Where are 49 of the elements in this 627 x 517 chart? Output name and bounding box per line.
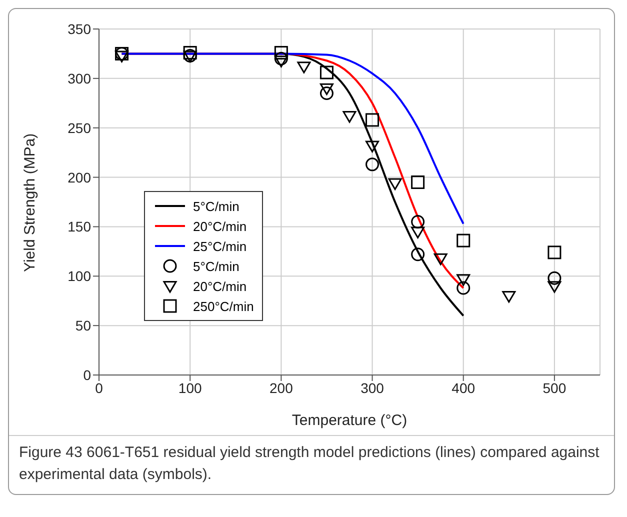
point <box>548 246 562 260</box>
point <box>366 158 380 172</box>
point <box>411 215 425 229</box>
y-tick-label: 250 <box>68 120 92 136</box>
legend-label: 20°C/min <box>193 218 247 234</box>
legend-label: 5°C/min <box>193 198 240 214</box>
point <box>456 281 470 295</box>
point <box>320 83 334 96</box>
y-tick-label: 150 <box>68 218 92 235</box>
point <box>274 56 288 68</box>
point <box>366 140 380 152</box>
point <box>502 290 516 303</box>
point <box>548 271 562 285</box>
point <box>274 46 288 60</box>
caption: Figure 43 6061-T651 residual yield strength model predictions (lines) compared against experimental data (symbols). <box>9 435 614 486</box>
x-tick-label: 500 <box>542 380 566 396</box>
y-tick-label: 350 <box>68 20 92 37</box>
x-tick-label: 100 <box>178 380 202 396</box>
point <box>388 178 402 190</box>
y-tick-label: 50 <box>75 318 92 334</box>
x-tick-label: 200 <box>270 380 294 396</box>
point <box>297 62 311 74</box>
y-tick-label: 100 <box>68 268 92 284</box>
point <box>456 234 470 248</box>
point <box>548 281 562 293</box>
point <box>320 86 334 100</box>
x-axis-title: Temperature (°C) <box>292 412 408 429</box>
x-tick-label: 0 <box>95 380 104 396</box>
legend-label: 250°C/min <box>193 298 254 314</box>
y-axis-title: Yield Strength (MPa) <box>21 133 38 272</box>
legend-label: 20°C/min <box>193 278 247 294</box>
y-tick-label: 0 <box>83 366 92 383</box>
legend-label: 25°C/min <box>193 238 247 254</box>
point <box>411 248 425 262</box>
point <box>411 226 425 238</box>
point <box>366 113 380 127</box>
point <box>320 66 334 80</box>
point <box>342 111 356 123</box>
x-tick-label: 400 <box>452 380 476 396</box>
x-tick-label: 300 <box>360 380 384 396</box>
point <box>411 175 425 189</box>
legend-label: 5°C/min <box>193 258 240 274</box>
point <box>274 52 288 66</box>
point <box>456 274 470 286</box>
y-tick-label: 300 <box>68 70 92 86</box>
point <box>115 50 129 62</box>
point <box>183 46 197 60</box>
point <box>434 253 448 266</box>
y-tick-label: 200 <box>68 169 92 186</box>
